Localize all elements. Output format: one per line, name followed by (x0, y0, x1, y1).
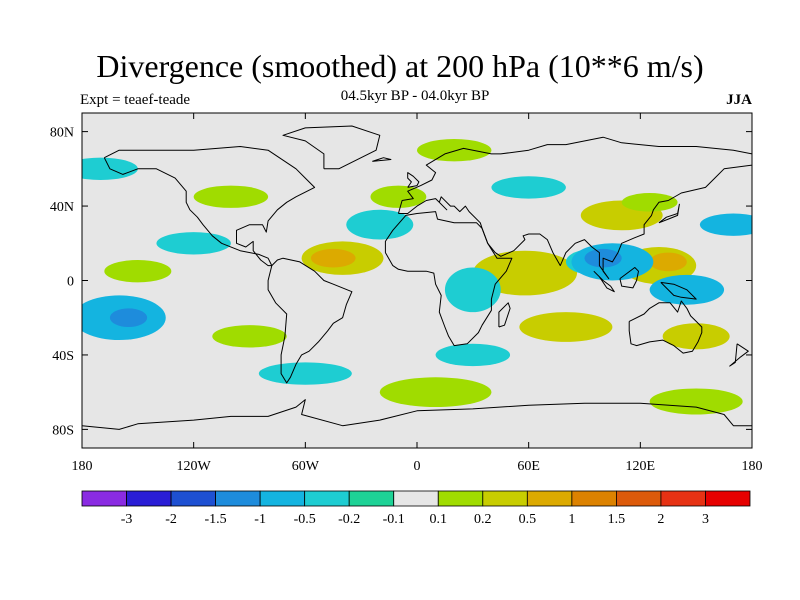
field-blob-4 (621, 193, 678, 212)
field-blob-8 (649, 252, 687, 272)
colorbar-swatch-3 (215, 490, 261, 507)
colorbar-swatch-12 (616, 490, 662, 507)
colorbar-swatch-13 (660, 490, 706, 507)
field-blob-12 (379, 377, 492, 408)
season-label: JJA (726, 92, 752, 108)
colorbar-swatch-10 (526, 490, 573, 507)
x-tick-label-5: 120E (626, 459, 656, 474)
period-label: 04.5kyr BP - 04.0kyr BP (340, 88, 490, 104)
field-blob-31 (435, 343, 511, 367)
field-blob-27 (258, 362, 352, 385)
colorbar-swatch-11 (571, 490, 617, 507)
coastline-2 (282, 125, 381, 170)
colorbar-swatch-9 (482, 490, 528, 507)
y-tick-label-3: 40S (52, 349, 74, 364)
field-blob-22 (109, 308, 148, 328)
colorbar-swatch-2 (170, 490, 216, 507)
colorbar-label-8: 0.2 (474, 512, 492, 527)
colorbar-swatch-7 (393, 490, 439, 507)
colorbar-label-4: -0.5 (294, 512, 316, 527)
field-blob-11 (104, 260, 172, 283)
field-blob-14 (193, 185, 269, 208)
coastline-3 (397, 136, 752, 280)
colorbar-label-9: 0.5 (519, 512, 537, 527)
y-tick-label-0: 80N (50, 126, 74, 141)
x-tick-label-1: 120W (177, 459, 212, 474)
coastline-14 (372, 157, 392, 162)
colorbar-swatch-0 (81, 490, 127, 507)
field-blob-26 (82, 157, 138, 180)
y-tick-label-4: 80S (52, 423, 74, 438)
field-blob-24 (699, 213, 752, 236)
field-blob-16 (417, 139, 492, 162)
colorbar-label-0: -3 (121, 512, 133, 527)
colorbar-swatch-1 (126, 490, 172, 507)
field-blob-10 (662, 323, 730, 350)
coastline-7 (593, 270, 615, 293)
coastline-9 (660, 281, 697, 300)
field-blob-29 (346, 209, 414, 240)
colorbar-label-7: 0.1 (430, 512, 448, 527)
colorbar-label-2: -1.5 (205, 512, 227, 527)
coastline-0 (103, 146, 316, 267)
coastlines (82, 125, 752, 430)
colorbar-label-6: -0.1 (383, 512, 405, 527)
coastline-1 (267, 257, 353, 384)
field-blob-6 (310, 248, 356, 268)
colorbar-swatch-6 (348, 490, 395, 507)
colorbar-label-13: 3 (702, 512, 709, 527)
field-blob-9 (519, 312, 613, 342)
axes: 180 120W 60W 0 60E 120E 180 80N 40N 0 40S 80S (50, 113, 763, 474)
colorbar-label-5: -0.2 (338, 512, 360, 527)
coastline-5 (628, 300, 703, 354)
x-tick-label-2: 60W (292, 459, 320, 474)
colorbar-swatch-5 (304, 490, 350, 507)
x-tick-label-3: 0 (414, 459, 421, 474)
coastline-6 (82, 399, 752, 430)
field-blob-13 (649, 388, 743, 415)
colorbar-swatch-8 (437, 490, 484, 507)
divergence-field (82, 139, 752, 415)
x-tick-label-6: 180 (742, 459, 763, 474)
coastline-11 (407, 172, 420, 188)
coastline-13 (729, 343, 749, 367)
colorbar-label-3: -1 (254, 512, 266, 527)
field-blob-28 (156, 232, 231, 255)
colorbar-label-10: 1 (568, 512, 575, 527)
y-tick-label-1: 40N (50, 200, 74, 215)
field-blob-25 (444, 267, 501, 313)
coastline-8 (619, 267, 639, 289)
y-tick-label-2: 0 (67, 275, 74, 290)
colorbar-label-12: 2 (657, 512, 664, 527)
field-blob-30 (491, 176, 566, 199)
chart-title: Divergence (smoothed) at 200 hPa (10**6 … (96, 48, 704, 84)
coastline-4 (384, 211, 513, 347)
coastline-12 (498, 302, 511, 328)
colorbar-label-11: 1.5 (608, 512, 626, 527)
field-blob-17 (212, 325, 287, 348)
colorbar-label-1: -2 (165, 512, 177, 527)
field-blob-15 (370, 185, 427, 208)
colorbar-swatch-14 (705, 490, 751, 507)
coastline-10 (658, 203, 680, 224)
colorbar-swatch-4 (259, 490, 306, 507)
colorbar: -3 -2 -1.5 -1 -0.5 -0.2 -0.1 0.1 0.2 0.5 1 1.5 2 3 (81, 490, 751, 527)
x-tick-label-4: 60E (517, 459, 540, 474)
experiment-label: Expt = teaef-teade (80, 92, 191, 108)
x-tick-label-0: 180 (72, 459, 93, 474)
